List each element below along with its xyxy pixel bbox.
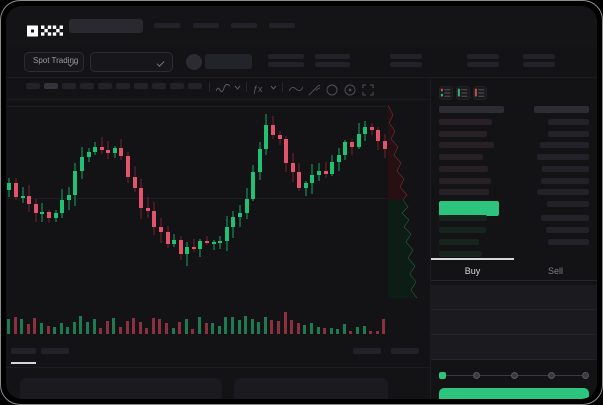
svg-text:ƒx: ƒx bbox=[253, 84, 263, 94]
